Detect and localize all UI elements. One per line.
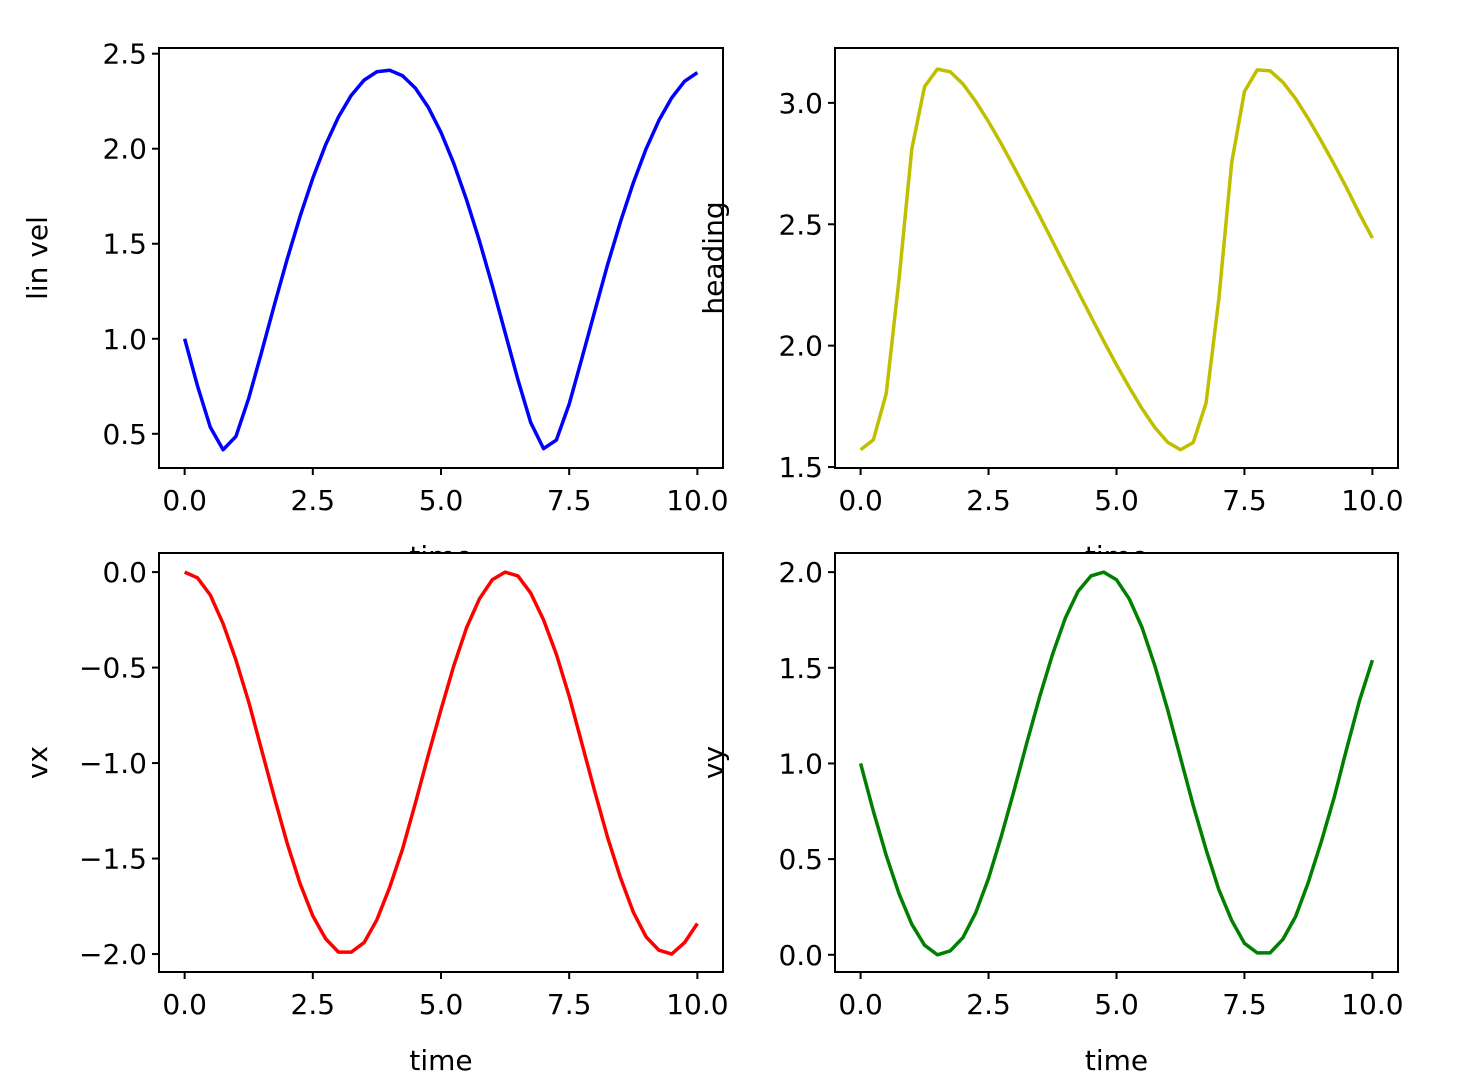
plot-area — [159, 553, 723, 972]
x-tick-label: 10.0 — [666, 988, 728, 1021]
x-tick-label: 2.5 — [291, 484, 336, 517]
y-tick-label: 0.0 — [102, 556, 147, 589]
plot-area — [159, 48, 723, 468]
x-tick-label: 7.5 — [547, 988, 592, 1021]
y-axis-label: vy — [697, 746, 730, 779]
y-tick-label: 2.0 — [778, 330, 823, 363]
y-tick-label: 2.0 — [102, 133, 147, 166]
x-tick-label: 5.0 — [1094, 484, 1139, 517]
y-axis-label: vx — [21, 746, 54, 779]
data-line — [859, 67, 1374, 452]
x-tick-label: 0.0 — [838, 484, 883, 517]
x-tick-label: 5.0 — [419, 988, 464, 1021]
data-line — [183, 570, 699, 956]
y-tick-label: 0.0 — [778, 939, 823, 972]
data-line — [858, 570, 1375, 957]
x-axis-label: time — [1085, 1044, 1148, 1077]
x-tick-label: 7.5 — [1222, 988, 1267, 1021]
y-axis-label: lin vel — [21, 216, 54, 300]
y-tick-label: 2.5 — [778, 208, 823, 241]
x-tick-label: 0.0 — [838, 988, 883, 1021]
x-tick-label: 5.0 — [1094, 988, 1139, 1021]
x-tick-label: 10.0 — [666, 484, 728, 517]
y-tick-label: −2.0 — [79, 938, 147, 971]
y-tick-label: 3.0 — [778, 87, 823, 120]
y-tick-label: 0.5 — [102, 418, 147, 451]
y-tick-label: 1.0 — [102, 323, 147, 356]
x-tick-label: 2.5 — [966, 484, 1011, 517]
plot-area — [835, 553, 1398, 972]
x-tick-label: 2.5 — [291, 988, 336, 1021]
x-tick-label: 10.0 — [1341, 988, 1403, 1021]
x-tick-label: 10.0 — [1341, 484, 1403, 517]
y-tick-label: 1.0 — [778, 747, 823, 780]
x-tick-label: 0.0 — [162, 484, 207, 517]
x-tick-label: 7.5 — [1222, 484, 1267, 517]
x-tick-label: 7.5 — [547, 484, 592, 517]
y-tick-label: 2.5 — [102, 38, 147, 71]
y-tick-label: −1.0 — [79, 747, 147, 780]
x-tick-label: 0.0 — [162, 988, 207, 1021]
data-line — [182, 68, 699, 452]
y-tick-label: 1.5 — [778, 652, 823, 685]
y-tick-label: 2.0 — [778, 556, 823, 589]
x-tick-label: 2.5 — [966, 988, 1011, 1021]
y-tick-label: 1.5 — [778, 451, 823, 484]
x-tick-label: 5.0 — [419, 484, 464, 517]
y-tick-label: 1.5 — [102, 228, 147, 261]
plot-area — [835, 48, 1398, 468]
x-axis-label: time — [409, 1044, 472, 1077]
y-axis-label: heading — [697, 201, 730, 314]
y-tick-label: −1.5 — [79, 843, 147, 876]
y-tick-label: 0.5 — [778, 843, 823, 876]
y-tick-label: −0.5 — [79, 652, 147, 685]
